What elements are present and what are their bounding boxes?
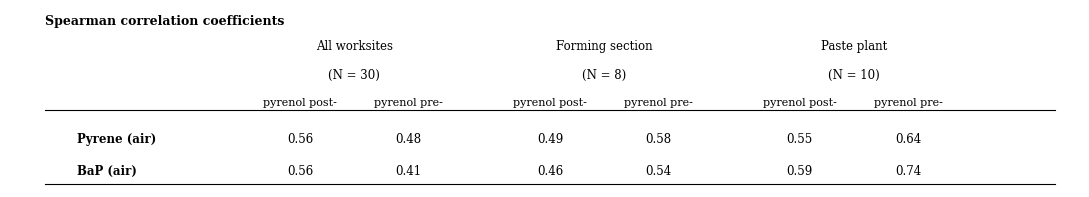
Text: (N = 10): (N = 10) [829, 69, 880, 82]
Text: 0.58: 0.58 [646, 133, 672, 146]
Text: pyrenol pre-: pyrenol pre- [624, 98, 693, 109]
Text: (N = 8): (N = 8) [583, 69, 626, 82]
Text: 0.55: 0.55 [786, 133, 812, 146]
Text: 0.46: 0.46 [537, 164, 563, 177]
Text: pyrenol post-: pyrenol post- [264, 98, 337, 109]
Text: Spearman correlation coefficients: Spearman correlation coefficients [45, 15, 284, 28]
Text: Pyrene (air): Pyrene (air) [77, 133, 157, 146]
Text: pyrenol post-: pyrenol post- [762, 98, 836, 109]
Text: 0.54: 0.54 [646, 164, 672, 177]
Text: pyrenol post-: pyrenol post- [513, 98, 587, 109]
Text: 0.49: 0.49 [537, 133, 563, 146]
Text: 0.74: 0.74 [895, 164, 921, 177]
Text: 0.41: 0.41 [395, 164, 421, 177]
Text: BaP (air): BaP (air) [77, 164, 137, 177]
Text: 0.48: 0.48 [395, 133, 421, 146]
Text: 0.56: 0.56 [287, 164, 314, 177]
Text: pyrenol pre-: pyrenol pre- [874, 98, 943, 109]
Text: All worksites: All worksites [316, 40, 393, 53]
Text: 0.64: 0.64 [895, 133, 921, 146]
Text: (N = 30): (N = 30) [329, 69, 380, 82]
Text: pyrenol pre-: pyrenol pre- [375, 98, 443, 109]
Text: Forming section: Forming section [555, 40, 652, 53]
Text: 0.56: 0.56 [287, 133, 314, 146]
Text: Paste plant: Paste plant [821, 40, 888, 53]
Text: 0.59: 0.59 [786, 164, 812, 177]
